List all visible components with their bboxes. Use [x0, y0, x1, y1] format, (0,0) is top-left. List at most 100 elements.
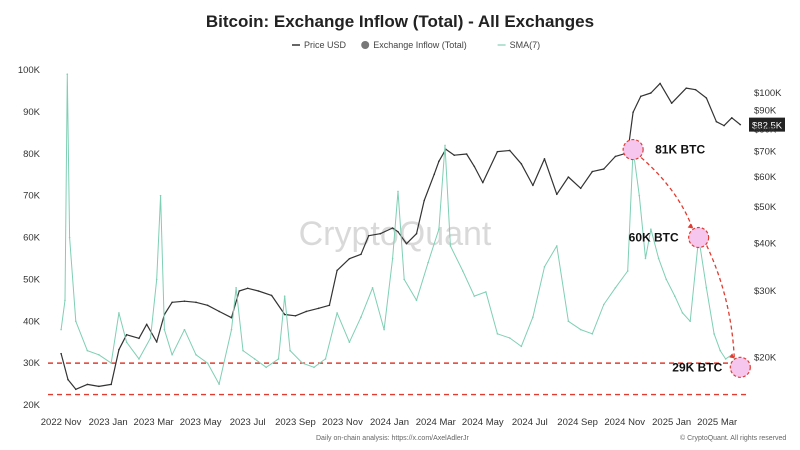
series-1-point	[235, 286, 237, 289]
x-tick-label: 2024 Mar	[416, 417, 456, 428]
series-1-point	[681, 312, 684, 314]
series-0-point	[336, 269, 338, 272]
x-axis: 2022 Nov 2023 Jan 2023 Mar 2023 May 2023 Jul…	[41, 417, 737, 428]
left-tick-label: 80K	[23, 149, 41, 160]
series-0-point	[453, 154, 456, 157]
series-1-point	[110, 362, 113, 364]
right-tick-label: $70K	[754, 147, 777, 158]
plot-area: $82.5K	[48, 73, 785, 396]
right-tick-label: $90K	[754, 105, 777, 116]
series-1-point	[556, 245, 558, 247]
series-1-point	[673, 295, 676, 297]
series-0-point	[206, 304, 209, 307]
series-0-point	[74, 388, 77, 391]
series-0-point	[739, 123, 742, 126]
series-0-point	[473, 165, 476, 168]
series-1-point	[473, 295, 476, 297]
series-0-point	[270, 294, 273, 297]
series-1-point	[626, 270, 629, 272]
series-1-point	[348, 341, 351, 343]
left-tick-label: 50K	[23, 274, 41, 285]
series-0-point	[579, 187, 582, 190]
series-1-point	[427, 261, 429, 264]
series-0-point	[433, 173, 436, 176]
chart-title: Bitcoin: Exchange Inflow (Total) - All E…	[206, 12, 594, 31]
legend-label-1: Exchange Inflow (Total)	[373, 40, 467, 50]
series-0-point	[482, 181, 484, 184]
series-1-point	[543, 266, 546, 268]
series-0-point	[110, 383, 113, 386]
right-tick-label: $50K	[754, 202, 777, 213]
x-tick-label: 2022 Nov	[41, 417, 82, 428]
series-0-point	[379, 232, 382, 235]
x-tick-label: 2024 Jan	[370, 417, 409, 428]
series-0-point	[138, 337, 140, 340]
series-1-point	[665, 278, 668, 281]
left-axis: 100K 90K 80K 70K 60K 50K 40K 30K 20K	[18, 65, 41, 411]
footer: Daily on-chain analysis: https://x.com/A…	[316, 434, 786, 442]
series-0-point	[438, 160, 440, 163]
series-0-point	[218, 310, 220, 313]
series-1-point	[579, 328, 582, 331]
annotation-label: 60K BTC	[629, 231, 679, 245]
series-1-point	[614, 286, 617, 289]
series-1-point	[638, 194, 641, 197]
series-1-point	[265, 366, 267, 369]
series-1-point	[98, 353, 100, 356]
series-0-point	[694, 88, 697, 91]
series-1-point	[444, 144, 446, 147]
x-tick-label: 2024 Nov	[604, 417, 645, 428]
series-1-point	[159, 194, 162, 197]
series-1-point	[155, 278, 158, 281]
right-tick-label: $40K	[754, 239, 777, 250]
x-tick-label: 2023 Jan	[89, 417, 128, 428]
left-tick-label: 70K	[23, 191, 41, 202]
series-0-point	[60, 352, 62, 355]
series-0-point	[257, 290, 260, 292]
series-1-point	[64, 299, 66, 302]
series-0-point	[632, 111, 634, 113]
series-1-point	[289, 349, 291, 352]
series-0-point	[155, 341, 158, 343]
x-tick-label: 2025 Mar	[697, 417, 737, 428]
series-0-point	[603, 168, 605, 170]
series-0-point	[520, 163, 523, 165]
series-1-point	[644, 257, 647, 260]
series-1-point	[713, 333, 715, 335]
series-0-point	[705, 97, 708, 99]
left-tick-label: 100K	[18, 65, 41, 76]
series-1-point	[657, 257, 660, 260]
series-1-point	[383, 328, 385, 331]
series-0-point	[508, 149, 511, 152]
series-1-point	[603, 303, 605, 306]
right-tick-label: $100K	[754, 88, 782, 99]
x-tick-label: 2023 Sep	[275, 417, 316, 428]
x-tick-label: 2024 Sep	[557, 417, 598, 428]
annotation-arrow	[640, 157, 694, 229]
series-1-point	[74, 320, 77, 323]
annotation-marker	[729, 356, 751, 378]
series-0-point	[183, 300, 186, 302]
annotation-label: 81K BTC	[655, 143, 705, 157]
last-price-badge	[749, 117, 785, 132]
annotations: 81K BTC 60K BTC 29K BTC	[622, 138, 751, 378]
series-1-point	[371, 286, 374, 289]
series-0-point	[567, 176, 570, 178]
series-0-point	[670, 102, 673, 104]
series-1-point	[724, 358, 727, 360]
series-0-point	[496, 150, 499, 153]
series-1-point	[125, 341, 128, 343]
series-1-point	[719, 349, 722, 352]
series-0-point	[543, 158, 546, 160]
x-tick-label: 2023 Mar	[134, 417, 174, 428]
series-0-point	[685, 87, 688, 89]
x-tick-label: 2024 Jul	[512, 417, 548, 428]
series-0-point	[715, 120, 718, 123]
right-tick-label: $30K	[754, 286, 777, 297]
annotation-marker	[688, 226, 710, 249]
series-0-point	[532, 184, 534, 187]
series-0-point	[283, 313, 286, 316]
x-tick-label: 2023 Nov	[322, 417, 363, 428]
